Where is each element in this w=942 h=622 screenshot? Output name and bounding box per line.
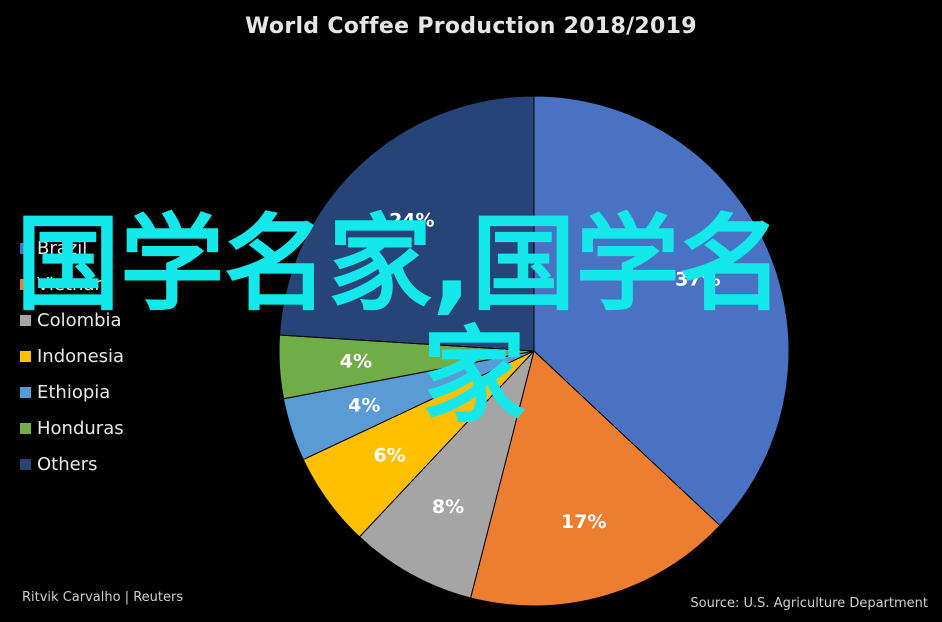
- pie-label-brazil: 37%: [675, 269, 720, 291]
- legend-swatch-vietnam: [20, 278, 31, 290]
- legend-swatch-honduras: [20, 422, 31, 434]
- legend-label-colombia: Colombia: [37, 309, 122, 331]
- pie-slice-others: [278, 95, 535, 352]
- legend-label-others: Others: [37, 453, 98, 475]
- legend-label-brazil: Brazil: [37, 237, 88, 259]
- pie-slice-colombia: [358, 350, 535, 599]
- pie-label-honduras: 4%: [340, 351, 372, 373]
- legend-item-brazil: Brazil: [20, 230, 124, 266]
- legend-label-indonesia: Indonesia: [37, 345, 125, 367]
- legend-swatch-brazil: [20, 242, 31, 254]
- legend-label-ethiopia: Ethiopia: [37, 381, 111, 403]
- legend-item-indonesia: Indonesia: [20, 338, 124, 374]
- credit-text: Ritvik Carvalho | Reuters: [22, 590, 184, 605]
- legend-item-others: Others: [20, 446, 124, 482]
- pie-slice-brazil: [533, 95, 790, 527]
- legend-label-vietnam: Vietnam: [37, 273, 113, 295]
- pie-label-others: 24%: [389, 209, 434, 231]
- source-text: Source: U.S. Agriculture Department: [690, 596, 928, 611]
- legend-swatch-indonesia: [20, 350, 31, 362]
- legend-swatch-colombia: [20, 314, 31, 326]
- legend-label-honduras: Honduras: [37, 417, 124, 439]
- pie-label-ethiopia: 4%: [348, 395, 380, 417]
- legend-swatch-others: [20, 458, 31, 470]
- legend-swatch-ethiopia: [20, 386, 31, 398]
- legend-item-colombia: Colombia: [20, 302, 124, 338]
- legend-item-honduras: Honduras: [20, 410, 124, 446]
- pie-label-indonesia: 6%: [373, 444, 405, 466]
- pie-label-vietnam: 17%: [561, 511, 606, 533]
- chart-title: World Coffee Production 2018/2019: [245, 14, 697, 39]
- pie-slice-vietnam: [469, 350, 721, 607]
- legend-item-vietnam: Vietnam: [20, 266, 124, 302]
- legend-item-ethiopia: Ethiopia: [20, 374, 124, 410]
- pie-label-colombia: 8%: [432, 496, 464, 518]
- legend: Brazil Vietnam Colombia Indonesia Ethiop…: [20, 230, 124, 482]
